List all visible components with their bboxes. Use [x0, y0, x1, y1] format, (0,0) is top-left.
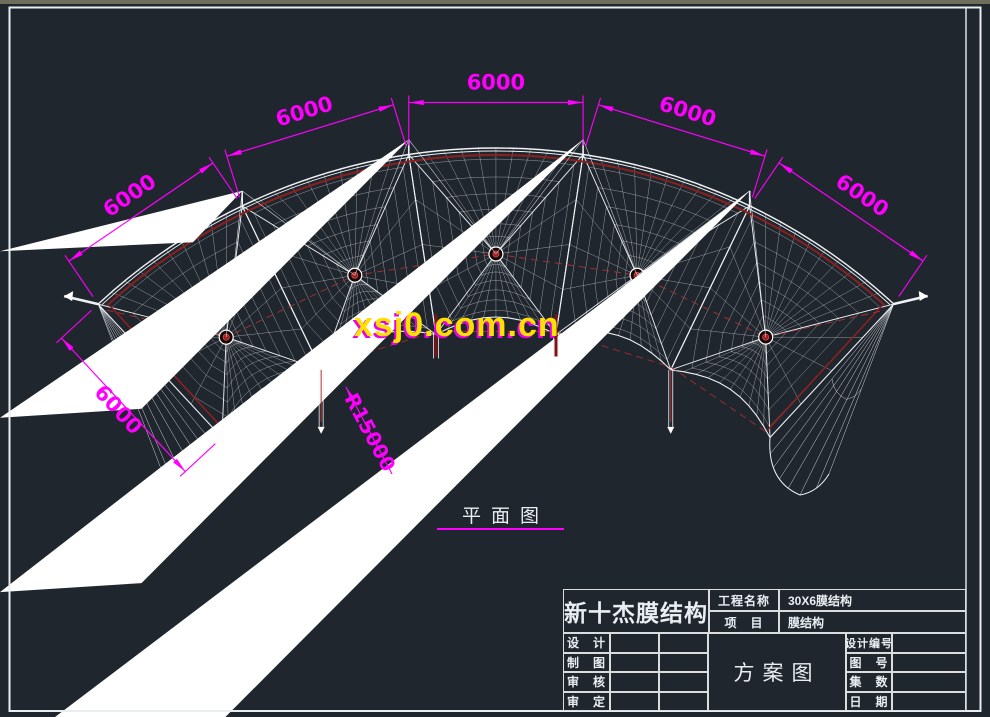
- titleblock-approve-label: 审 定: [563, 691, 610, 711]
- view-title: 平面图: [462, 506, 550, 527]
- titleblock-empty-cell: [659, 691, 708, 711]
- titleblock-project-name-label: 工程名称: [709, 589, 779, 611]
- titleblock-design-no-label: 设计编号: [845, 633, 892, 653]
- view-title-underline: [437, 528, 564, 530]
- window-top-edge: [0, 0, 990, 4]
- titleblock-drawing-no-label: 图 号: [846, 652, 892, 672]
- dimension-label: 6000: [467, 71, 525, 95]
- titleblock-empty-cell: [610, 672, 659, 692]
- titleblock-empty-cell: [892, 691, 966, 711]
- drawing-frame: [8, 6, 982, 712]
- titleblock-design-label: 设 计: [563, 633, 610, 653]
- titleblock-empty-cell: [610, 633, 659, 653]
- titleblock-empty-cell: [892, 633, 966, 653]
- titleblock-project-name-value: 30X6膜结构: [779, 589, 966, 611]
- radius-label: R15000: [340, 389, 401, 475]
- titleblock-empty-cell: [659, 672, 708, 692]
- titleblock-check-label: 审 核: [563, 672, 610, 692]
- titleblock-sheet-count-label: 集 数: [846, 672, 892, 692]
- titleblock-empty-cell: [659, 652, 708, 672]
- titleblock-empty-cell: [610, 652, 659, 672]
- titleblock-date-label: 日 期: [846, 691, 892, 711]
- titleblock-empty-cell: [892, 672, 966, 692]
- titleblock-company: 新十杰膜结构: [563, 589, 709, 633]
- titleblock-item-label: 项 目: [709, 611, 779, 633]
- dimension-label: 6000: [831, 169, 893, 222]
- titleblock-empty-cell: [659, 633, 708, 653]
- titleblock-empty-cell: [892, 652, 966, 672]
- titleblock-item-value: 膜结构: [779, 611, 966, 633]
- titleblock-sheet-title: 方案图: [708, 633, 846, 711]
- titleblock-draw-label: 制 图: [563, 652, 610, 672]
- poles-and-masts: [0, 139, 929, 717]
- titleblock-empty-cell: [610, 691, 659, 711]
